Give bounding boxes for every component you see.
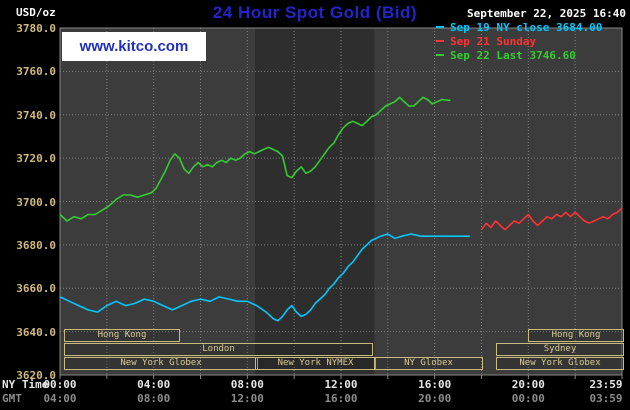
ny-time-tick-label: 16:00 <box>418 378 452 391</box>
session-box-london: London <box>64 343 373 356</box>
ny-time-tick-label: 12:00 <box>324 378 358 391</box>
y-tick-label: 3660.0 <box>16 282 56 296</box>
y-axis-units-label: USD/oz <box>16 6 56 19</box>
legend-line-marker <box>436 54 444 56</box>
legend-line-marker <box>436 40 444 42</box>
nymex-hours-shade-band <box>255 28 375 375</box>
ny-time-tick-label: 08:00 <box>230 378 264 391</box>
legend: Sep 19 NY close 3684.00 Sep 21 Sunday Sep … <box>436 21 602 63</box>
ny-time-tick-label: 04:00 <box>137 378 171 391</box>
gmt-time-tick-label: 12:00 <box>230 392 264 405</box>
y-tick-label: 3640.0 <box>16 325 56 339</box>
gmt-axis-label: GMT <box>2 392 22 405</box>
gmt-time-tick-label: 20:00 <box>418 392 452 405</box>
y-tick-label: 3720.0 <box>16 152 56 166</box>
price-line-sep22 <box>59 96 451 222</box>
legend-entry-0: Sep 19 NY close 3684.00 <box>436 21 602 35</box>
chart-title: 24 Hour Spot Gold (Bid) <box>212 3 418 22</box>
session-box-new-york-nymex: New York NYMEX <box>255 357 376 370</box>
y-tick-label: 3620.0 <box>16 369 56 382</box>
session-box-new-york-globex: New York Globex <box>64 357 258 370</box>
gmt-time-tick-label: 00:00 <box>511 392 545 405</box>
gmt-time-tick-label: 03:59 <box>589 392 623 405</box>
ny-time-tick-label: 20:00 <box>511 378 545 391</box>
y-tick-label: 3760.0 <box>16 65 56 79</box>
session-box-new-york-globex: New York Globex <box>496 357 624 370</box>
legend-entry-1: Sep 21 Sunday <box>436 35 602 49</box>
ny-time-tick-label: 00:00 <box>43 378 77 391</box>
legend-entry-2: Sep 22 Last 3746.60 <box>436 49 602 63</box>
ny-time-axis-label: NY Time <box>2 378 49 391</box>
gmt-time-tick-label: 08:00 <box>137 392 171 405</box>
y-tick-label: 3700.0 <box>16 195 56 209</box>
price-line-sep21 <box>480 207 623 231</box>
ny-time-tick-label: 23:59 <box>589 378 623 391</box>
session-box-hong-kong: Hong Kong <box>528 329 624 342</box>
session-box-hong-kong: Hong Kong <box>64 329 180 342</box>
price-line-sep19 <box>59 233 470 322</box>
legend-label: Sep 22 Last 3746.60 <box>450 49 576 62</box>
y-tick-label: 3780.0 <box>16 22 56 35</box>
legend-label: Sep 21 Sunday <box>450 35 537 48</box>
kitco-link[interactable]: www.kitco.com <box>62 32 206 61</box>
gmt-time-tick-label: 04:00 <box>43 392 77 405</box>
y-tick-label: 3740.0 <box>16 108 56 122</box>
session-box-ny-globex: NY Globex <box>374 357 483 370</box>
gmt-time-tick-label: 16:00 <box>324 392 358 405</box>
y-tick-label: 3680.0 <box>16 238 56 252</box>
session-box-sydney: Sydney <box>496 343 624 356</box>
legend-label: Sep 19 NY close 3684.00 <box>450 21 603 34</box>
legend-line-marker <box>436 26 444 28</box>
datetime-label: September 22, 2025 16:40 <box>467 7 626 20</box>
